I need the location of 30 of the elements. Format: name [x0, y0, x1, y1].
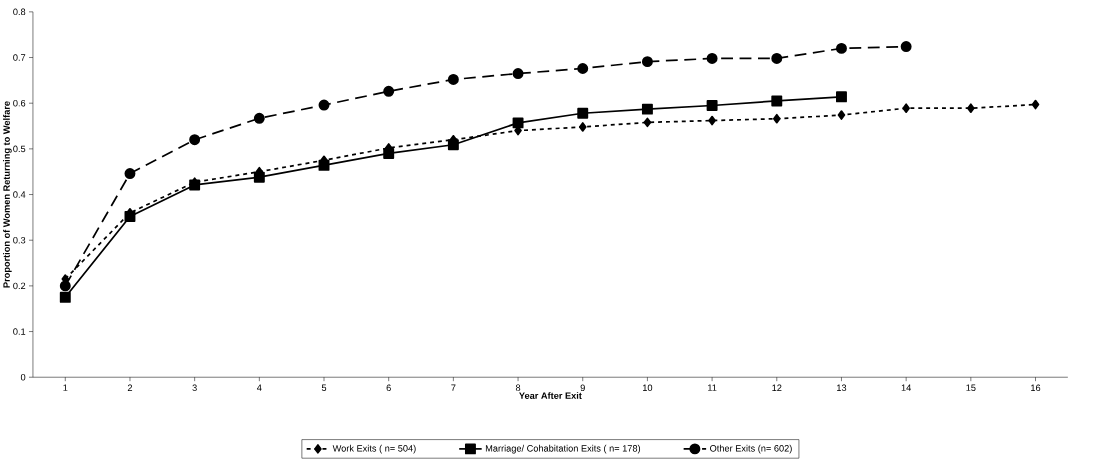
x-tick-label: 7	[451, 384, 456, 391]
legend-label: Other Exits (n= 602)	[710, 444, 792, 454]
x-axis-title: Year After Exit	[519, 392, 582, 399]
legend-label: Marriage/ Cohabitation Exits ( n= 178)	[485, 444, 641, 454]
x-tick-label: 8	[515, 384, 521, 391]
x-tick-label: 1	[63, 384, 68, 391]
x-tick-label: 15	[966, 384, 976, 391]
x-tick-label: 9	[580, 384, 585, 391]
y-tick-label: 0.2	[13, 282, 26, 290]
x-tick-label: 14	[901, 384, 911, 391]
y-tick-label: 0.8	[13, 8, 26, 16]
x-tick-label: 13	[837, 384, 847, 391]
x-tick-label: 12	[772, 384, 782, 391]
y-tick-label: 0.7	[13, 54, 26, 61]
y-tick-label: 0.6	[13, 99, 26, 107]
legend-label: Work Exits ( n= 504)	[332, 444, 416, 454]
x-tick-label: 2	[127, 384, 133, 391]
x-tick-label: 4	[256, 384, 262, 391]
x-tick-label: 11	[708, 384, 717, 391]
x-tick-label: 16	[1031, 384, 1041, 391]
y-tick-label: 0.3	[13, 236, 26, 244]
x-tick-label: 10	[643, 384, 653, 391]
y-tick-label: 0.5	[13, 145, 26, 153]
y-tick-label: 0.4	[13, 191, 26, 198]
x-tick-label: 5	[321, 384, 327, 391]
y-tick-label: 0	[20, 373, 26, 381]
y-tick-label: 0.1	[13, 328, 26, 335]
y-axis-title: Proportion of Women Returning to Welfare	[3, 101, 12, 288]
x-tick-label: 3	[192, 384, 197, 391]
x-tick-label: 6	[386, 384, 391, 391]
